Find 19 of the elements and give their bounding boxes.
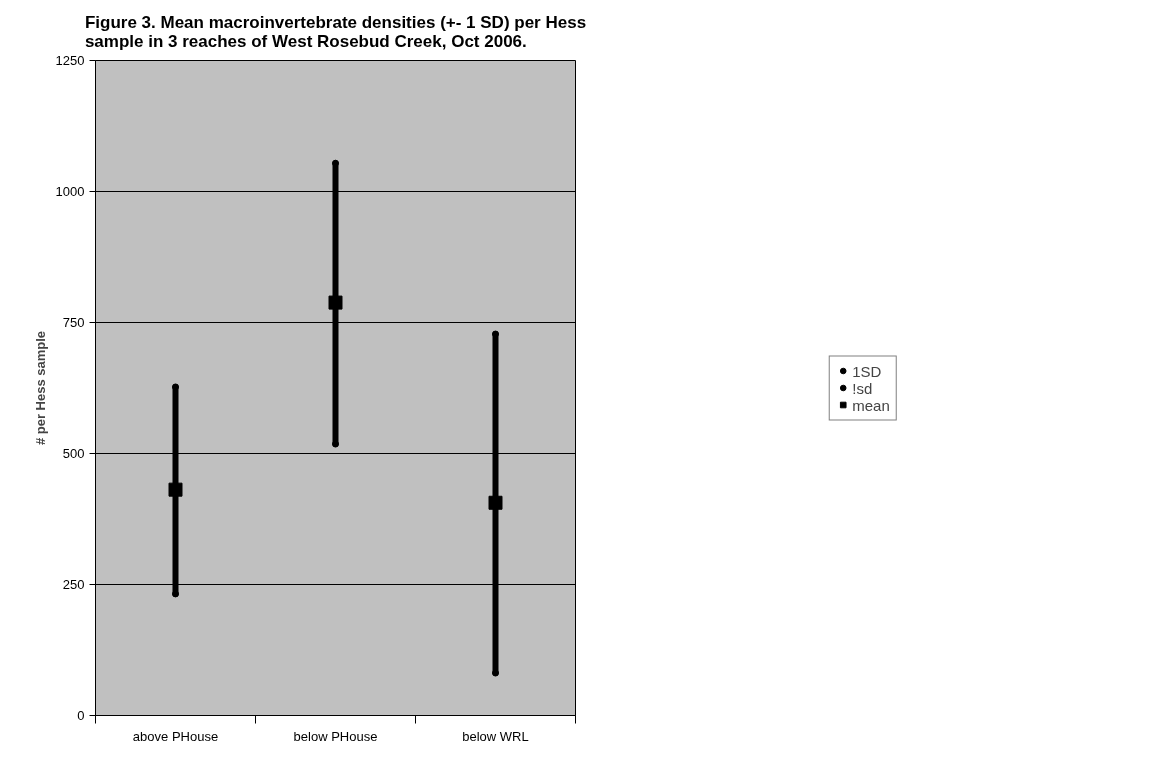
x-tick-label: above PHouse [132, 728, 219, 744]
point [332, 159, 339, 167]
point [328, 295, 343, 310]
x-tick-label: below PHouse [293, 728, 378, 744]
point [488, 495, 503, 510]
y-tick-label: 250 [62, 577, 85, 592]
y-tick-label: 1000 [55, 184, 85, 199]
y-tick-label: 1250 [55, 53, 85, 68]
point [172, 590, 179, 598]
legend-label: mean [852, 396, 890, 413]
legend-label: 1SD [852, 362, 882, 379]
y-tick-label: 500 [62, 446, 85, 461]
y-axis-title: # per Hess sample [32, 330, 48, 446]
x-tick-label: below WRL [462, 728, 529, 744]
legend-label: !sd [852, 379, 873, 396]
y-tick-label: 0 [77, 708, 85, 723]
y-tick-label: 750 [62, 315, 85, 330]
chart-title: Figure 3. Mean macroinvertebrate densities (+- 1 SD) per Hess sample in 3 reaches of West Rosebud Creek, Oct 2006. [84, 12, 587, 51]
point [168, 482, 183, 497]
